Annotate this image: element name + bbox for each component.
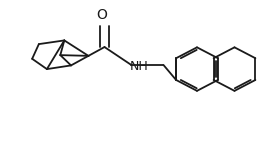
Text: O: O (96, 8, 107, 22)
Text: NH: NH (130, 60, 149, 73)
